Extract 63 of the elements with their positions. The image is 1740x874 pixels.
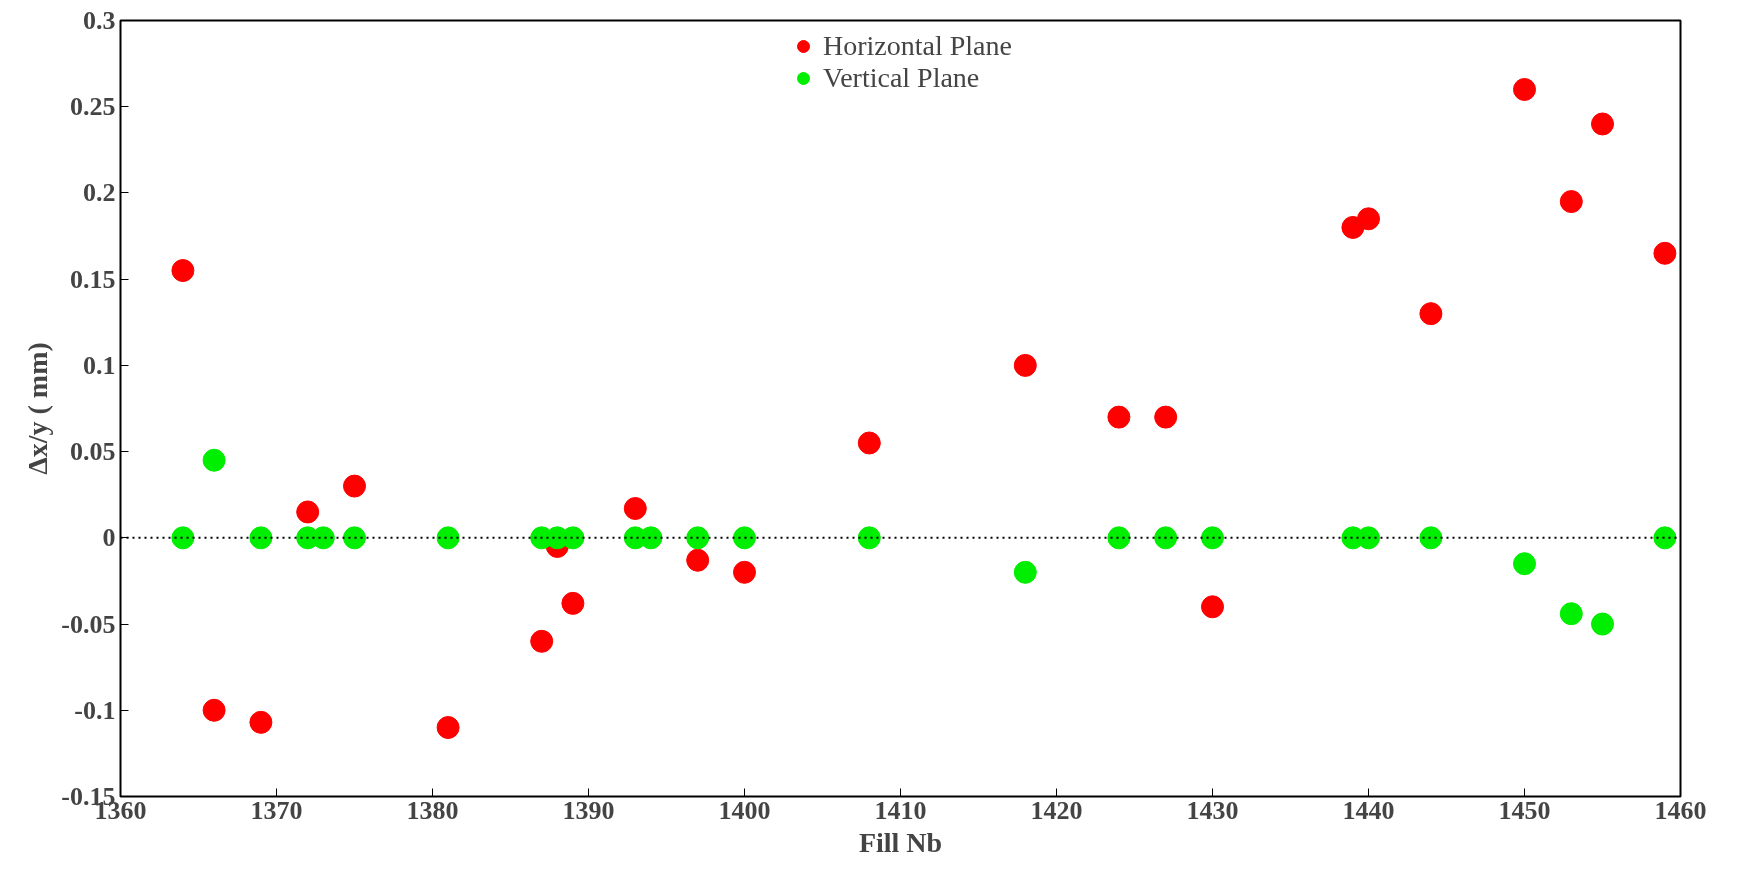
y-tick-label: 0.2 bbox=[83, 178, 116, 208]
point bbox=[686, 548, 710, 572]
point bbox=[1591, 112, 1614, 136]
legend-label: Vertical Plane bbox=[823, 62, 980, 94]
point bbox=[1591, 612, 1614, 636]
point bbox=[1154, 526, 1178, 550]
point bbox=[1513, 78, 1536, 101]
y-tick-label: 0.25 bbox=[70, 92, 116, 122]
point bbox=[1201, 526, 1224, 550]
y-tick-label: -0.05 bbox=[61, 609, 116, 639]
point bbox=[436, 716, 460, 739]
point bbox=[686, 526, 710, 550]
x-tick-label: 1430 bbox=[1186, 795, 1239, 825]
y-tick-label: 0.3 bbox=[83, 6, 116, 35]
point bbox=[561, 591, 585, 615]
y-tick-label: 0.05 bbox=[70, 437, 116, 467]
point bbox=[1419, 526, 1443, 550]
point bbox=[202, 448, 226, 472]
point bbox=[1513, 552, 1536, 576]
point bbox=[1357, 526, 1380, 550]
point bbox=[202, 698, 226, 722]
point bbox=[857, 431, 881, 455]
y-tick-label: 0.15 bbox=[70, 264, 116, 294]
y-tick-label: -0.1 bbox=[74, 695, 116, 725]
x-tick-label: 1460 bbox=[1654, 795, 1707, 825]
point bbox=[1107, 526, 1131, 550]
point bbox=[1559, 190, 1583, 214]
y-axis-title: Δx/y ( mm) bbox=[22, 342, 54, 475]
point bbox=[249, 526, 273, 550]
point bbox=[733, 526, 756, 550]
point bbox=[249, 710, 273, 734]
point bbox=[343, 526, 366, 550]
point bbox=[1154, 405, 1178, 429]
x-tick-label: 1380 bbox=[406, 795, 459, 825]
x-axis-title: Fill Nb bbox=[858, 826, 943, 858]
point bbox=[623, 497, 647, 520]
point bbox=[857, 526, 881, 550]
point bbox=[530, 629, 554, 653]
point bbox=[1653, 526, 1677, 550]
point bbox=[1559, 602, 1583, 626]
point bbox=[171, 526, 195, 550]
point bbox=[1357, 207, 1380, 231]
x-tick-label: 1450 bbox=[1498, 795, 1551, 825]
x-tick-label: 1410 bbox=[874, 795, 927, 825]
point bbox=[1107, 405, 1131, 429]
point bbox=[1013, 560, 1037, 584]
point bbox=[436, 526, 460, 550]
x-tick-label: 1420 bbox=[1030, 795, 1083, 825]
x-tick-label: 1370 bbox=[250, 795, 303, 825]
point bbox=[1201, 595, 1224, 619]
point bbox=[733, 560, 756, 584]
legend-label: Horizontal Plane bbox=[823, 30, 1012, 62]
point bbox=[296, 500, 320, 524]
point bbox=[1013, 353, 1037, 377]
x-tick-label: 1390 bbox=[562, 795, 615, 825]
y-tick-label: 0 bbox=[102, 523, 116, 553]
point bbox=[1419, 302, 1443, 326]
y-tick-label: 0.1 bbox=[83, 350, 116, 380]
point bbox=[1653, 241, 1677, 265]
point bbox=[343, 474, 366, 498]
x-tick-label: 1440 bbox=[1342, 795, 1395, 825]
point bbox=[171, 259, 195, 283]
x-tick-label: 1400 bbox=[718, 795, 771, 825]
